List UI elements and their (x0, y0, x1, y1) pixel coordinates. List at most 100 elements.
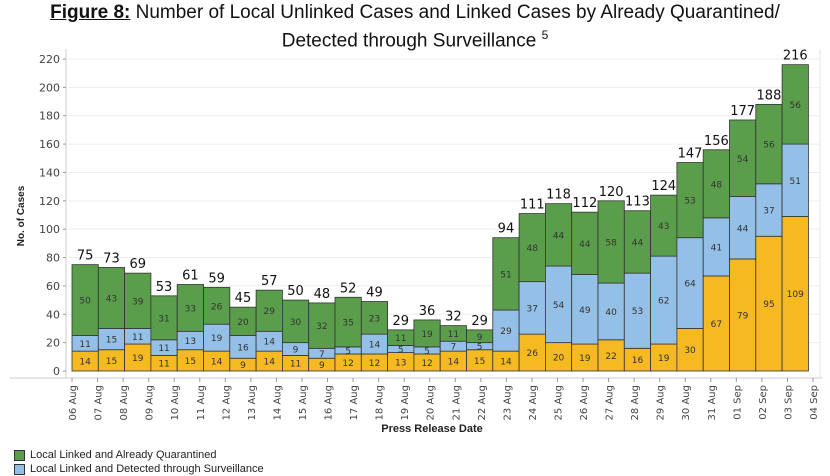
segment-value-label: 79 (737, 311, 749, 321)
bar-total-label: 53 (156, 280, 173, 295)
bar-total-label: 216 (783, 49, 808, 64)
bar-segment-surveillance (702, 217, 730, 277)
segment-value-label: 49 (579, 306, 591, 316)
x-tick-label: 07 Aug (94, 385, 105, 420)
segment-value-label: 40 (605, 308, 617, 318)
bar-total-label: 32 (445, 310, 462, 325)
segment-value-label: 16 (237, 343, 249, 353)
bar-segment-unlinked (545, 342, 573, 372)
x-tick-label: 28 Aug (630, 385, 641, 420)
bar-segment-quarantined (281, 299, 310, 344)
segment-value-label: 43 (658, 222, 669, 232)
segment-value-label: 19 (211, 334, 223, 344)
segment-value-label: 22 (605, 352, 616, 362)
title-line-2: Detected through Surveillance (281, 30, 537, 52)
bar-segment-unlinked (702, 275, 730, 372)
legend-item-quarantined: Local Linked and Already Quarantined (14, 448, 264, 462)
segment-value-label: 53 (684, 197, 695, 207)
bar-total-label: 69 (129, 257, 146, 272)
bar-segment-quarantined (71, 264, 99, 336)
bar-segment-quarantined (255, 289, 283, 332)
bar-total-label: 45 (235, 291, 252, 306)
bar-total-label: 50 (287, 284, 304, 299)
bar-segment-quarantined (650, 194, 678, 257)
title-line-1: Number of Local Unlinked Cases and Linke… (135, 2, 780, 23)
segment-value-label: 11 (158, 344, 169, 354)
segment-value-label: 11 (395, 334, 406, 344)
x-tick-label: 18 Aug (375, 385, 386, 420)
bar-segment-quarantined (308, 302, 336, 349)
y-tick-label: 140 (39, 166, 60, 179)
bar-segment-quarantined (203, 286, 231, 325)
bar-total-label: 118 (546, 188, 571, 203)
bar-total-label: 120 (599, 185, 624, 200)
segment-value-label: 48 (527, 244, 539, 254)
segment-value-label: 30 (290, 318, 302, 328)
segment-value-label: 11 (448, 330, 459, 340)
bar-segment-quarantined (150, 295, 178, 341)
bar-total-label: 111 (520, 198, 545, 213)
segment-value-label: 67 (711, 320, 722, 330)
segment-value-label: 56 (763, 141, 775, 151)
segment-value-label: 35 (342, 319, 353, 329)
segment-value-label: 9 (240, 361, 246, 371)
x-tick-label: 19 Aug (400, 385, 411, 420)
x-tick-label: 29 Aug (656, 385, 667, 420)
segment-value-label: 12 (342, 359, 353, 369)
bar-total-label: 29 (392, 314, 409, 329)
segment-value-label: 11 (79, 340, 90, 350)
bar-total-label: 188 (757, 88, 782, 103)
bar-segment-quarantined (413, 319, 441, 348)
bar-total-label: 48 (314, 287, 331, 302)
segment-value-label: 11 (132, 333, 143, 343)
y-tick-label: 180 (39, 110, 60, 123)
y-tick-label: 200 (39, 81, 60, 94)
bar-segment-quarantined (545, 203, 573, 267)
segment-value-label: 9 (319, 361, 325, 371)
segment-value-label: 20 (237, 318, 249, 328)
bar-segment-quarantined (755, 103, 783, 185)
bar-segment-surveillance (545, 265, 573, 344)
segment-value-label: 14 (369, 341, 381, 351)
segment-value-label: 5 (477, 343, 483, 353)
bar-segment-quarantined (781, 64, 809, 145)
y-tick-label: 120 (39, 195, 60, 208)
y-tick-label: 220 (39, 53, 60, 66)
legend-item-surveillance: Local Linked and Detected through Survei… (14, 462, 264, 476)
x-tick-label: 26 Aug (579, 385, 590, 420)
segment-value-label: 15 (474, 357, 485, 367)
bar-segment-quarantined (334, 296, 362, 348)
segment-value-label: 48 (711, 180, 723, 190)
segment-value-label: 32 (316, 322, 327, 332)
segment-value-label: 51 (500, 270, 511, 280)
x-tick-label: 11 Aug (196, 385, 207, 420)
bar-segment-surveillance (650, 255, 678, 345)
bar-total-label: 147 (678, 147, 703, 162)
bar-segment-quarantined (360, 301, 388, 335)
x-tick-label: 01 Sep (732, 385, 743, 420)
x-tick-label: 31 Aug (707, 385, 718, 420)
bar-segment-unlinked (781, 216, 809, 372)
segment-value-label: 23 (369, 314, 380, 324)
x-tick-label: 02 Sep (758, 385, 769, 420)
segment-value-label: 41 (711, 243, 722, 253)
bar-segment-unlinked (124, 343, 152, 372)
segment-value-label: 12 (421, 359, 432, 369)
legend: Local Linked and Already Quarantined Loc… (14, 448, 264, 476)
bar-segment-unlinked (676, 328, 704, 372)
x-tick-label: 04 Sep (809, 385, 820, 420)
bar-segment-quarantined (623, 210, 651, 274)
y-tick-label: 160 (39, 138, 60, 151)
segment-value-label: 19 (579, 354, 591, 364)
bar-total-label: 59 (208, 271, 225, 286)
figure-label: Figure 8: (50, 2, 131, 23)
bar-segment-surveillance (755, 183, 783, 237)
segment-value-label: 5 (424, 347, 430, 357)
segment-value-label: 95 (763, 300, 774, 310)
segment-value-label: 7 (319, 350, 325, 360)
segment-value-label: 15 (106, 336, 117, 346)
segment-value-label: 50 (79, 297, 91, 307)
x-tick-label: 27 Aug (605, 385, 616, 420)
bar-total-label: 94 (498, 222, 515, 237)
